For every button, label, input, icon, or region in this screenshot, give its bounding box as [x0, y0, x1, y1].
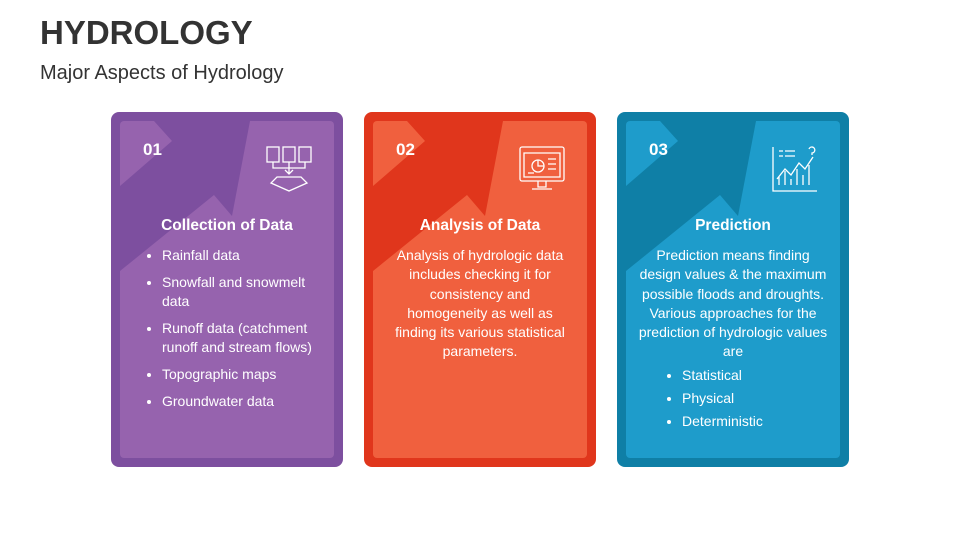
bullet-item: Deterministic [682, 412, 828, 431]
icon [266, 146, 312, 192]
bullet-item: Runoff data (catchment runoff and stream… [162, 319, 320, 358]
bullet-item: Topographic maps [162, 365, 320, 384]
card: 02 Analysis of Data Analysis of hydrolog… [364, 112, 596, 467]
title: HYDROLOGY [40, 14, 253, 51]
arrow-decor [626, 121, 756, 271]
card-title: Prediction [695, 217, 771, 234]
icon [772, 146, 817, 192]
card-body: Analysis of hydrologic data includes che… [395, 246, 565, 362]
card-title: Collection of Data [161, 217, 293, 234]
bullet-item: Physical [682, 389, 828, 408]
card-text: Analysis of hydrologic data includes che… [395, 247, 565, 360]
card-title: Analysis of Data [419, 217, 541, 234]
arrow-decor [373, 121, 503, 271]
subtitle: Major Aspects of Hydrology [40, 62, 284, 84]
card: 03 Prediction Prediction means finding d… [617, 112, 849, 467]
bullet-list: Statistical Physical Deterministic [638, 366, 828, 432]
icon [519, 146, 565, 190]
card-panel: 02 Analysis of Data Analysis of hydrolog… [373, 121, 587, 458]
card-panel: 03 Prediction Prediction means finding d… [626, 121, 840, 458]
card-body: Prediction means finding design values &… [638, 246, 828, 436]
card-body: Rainfall data Snowfall and snowmelt data R… [134, 246, 320, 419]
arrow-decor [120, 121, 250, 271]
card: 01 Collection of Data Rainfall data Snowf… [111, 112, 343, 467]
bullet-item: Snowfall and snowmelt data [162, 273, 320, 312]
bullet-list: Rainfall data Snowfall and snowmelt data R… [134, 246, 320, 411]
card-number: 02 [396, 140, 415, 159]
bullet-item: Statistical [682, 366, 828, 385]
card-number: 03 [649, 140, 668, 159]
bullet-item: Groundwater data [162, 392, 320, 411]
bullet-item: Rainfall data [162, 246, 320, 265]
card-number: 01 [143, 140, 162, 159]
card-text: Prediction means finding design values &… [638, 247, 828, 360]
card-panel: 01 Collection of Data Rainfall data Snowf… [120, 121, 334, 458]
